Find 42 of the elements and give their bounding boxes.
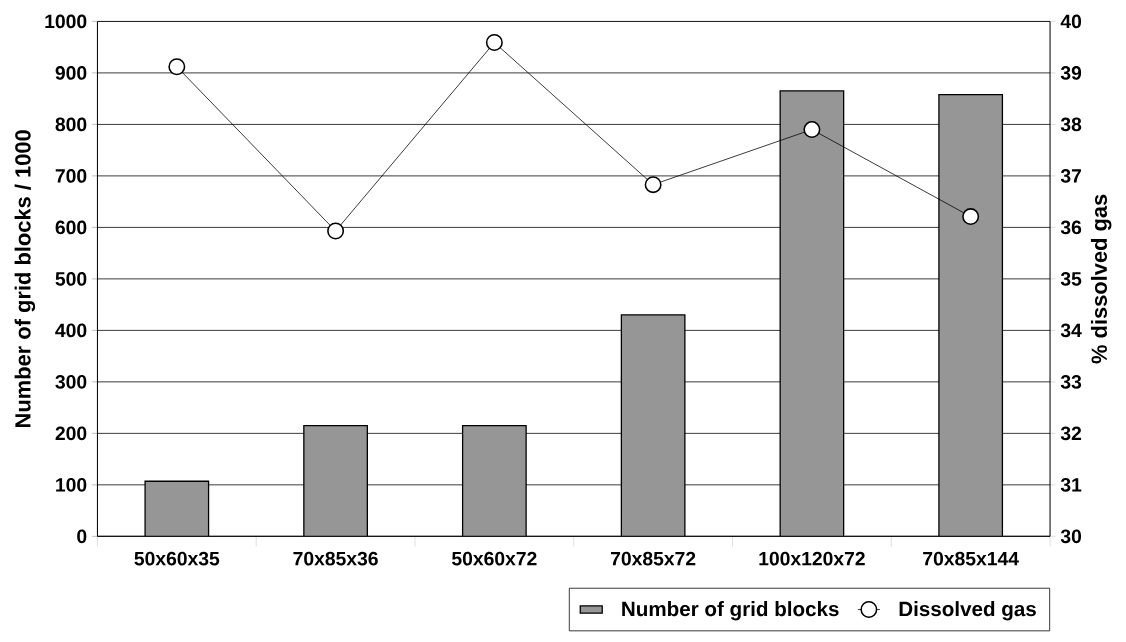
x-tick-label: 70x85x144 [923,552,1019,566]
y-axis-title: Number of grid blocks / 1000 [14,130,36,428]
point [644,176,662,194]
y-tick-label: 900 [55,66,87,80]
y2-tick-label: 32 [1060,426,1082,441]
y2-tick-label: 38 [1060,117,1082,132]
y-tick-label: 0 [77,529,87,544]
y2-axis-title: % dissolved gas [1090,194,1112,364]
bar [144,480,210,537]
bar [779,90,845,537]
y-tick-label: 400 [55,323,87,338]
legend-label: Number of grid blocks [622,601,839,621]
y2-tick-label: 33 [1060,375,1082,389]
legend-label: Dissolved gas [899,601,1036,621]
point [327,222,345,240]
y2-tick-label: 35 [1060,272,1082,286]
y-tick-label: 700 [55,169,87,183]
bar [461,425,527,537]
y2-tick-label: 37 [1060,169,1081,183]
bar [620,314,686,537]
y-tick-label: 100 [56,478,87,492]
y2-tick-label: 39 [1060,66,1082,81]
x-tick-label: 50x60x72 [451,552,537,566]
y-tick-label: 600 [55,220,87,235]
x-tick-label: 70x85x72 [611,552,696,566]
y2-tick-label: 31 [1060,478,1082,492]
y-tick-label: 1000 [45,14,87,29]
bar [303,425,368,537]
x-tick-label: 50x60x35 [134,552,220,566]
x-tick-label: 70x85x36 [293,552,378,566]
y-tick-label: 200 [55,426,87,441]
y2-tick-label: 34 [1060,323,1082,338]
y2-tick-label: 40 [1060,14,1082,29]
y-tick-label: 300 [55,375,87,389]
bar [938,94,1004,537]
y-tick-label: 500 [55,272,87,286]
point [803,121,821,139]
point [962,208,980,226]
x-tick-label: 100x120x72 [759,552,865,566]
y2-tick-label: 36 [1060,220,1082,235]
y2-tick-label: 30 [1060,529,1082,544]
y-tick-label: 800 [55,117,87,132]
